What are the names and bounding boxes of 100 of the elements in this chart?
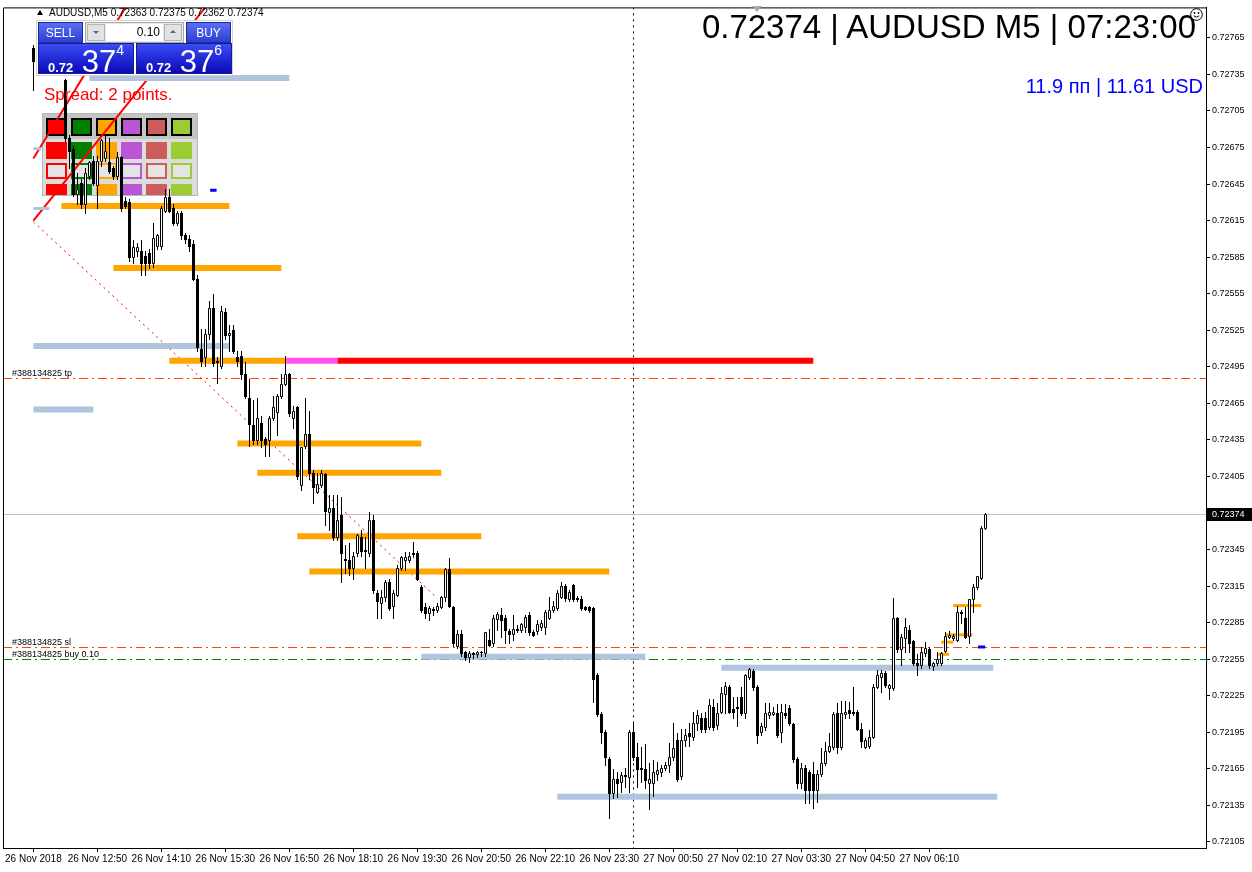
candlestick: [404, 551, 407, 572]
candlestick: [356, 533, 359, 558]
candlestick: [776, 703, 779, 739]
x-tick-label: 26 Nov 2018: [5, 852, 63, 864]
y-tick-label: 0.72495: [1212, 361, 1245, 372]
candlestick: [344, 544, 347, 575]
y-tick-label: 0.72765: [1212, 32, 1245, 43]
y-tick-label: 0.72255: [1212, 653, 1245, 664]
candlestick: [232, 324, 235, 355]
candlestick: [484, 631, 487, 658]
candlestick: [500, 607, 503, 639]
y-tick-label: 0.72285: [1212, 617, 1245, 628]
candlestick: [460, 629, 463, 658]
candlestick: [904, 617, 907, 654]
candlestick: [808, 769, 811, 805]
x-tick-label: 27 Nov 02:10: [707, 852, 768, 864]
x-tick-label: 27 Nov 04:50: [835, 852, 896, 864]
candlestick: [680, 728, 683, 781]
candlestick: [736, 696, 739, 728]
candlestick: [648, 762, 651, 811]
y-tick-label: 0.72705: [1212, 105, 1245, 116]
x-tick-label: 26 Nov 15:30: [195, 852, 256, 864]
y-tick-label: 0.72405: [1212, 470, 1245, 481]
candlestick: [744, 673, 747, 720]
candlestick: [644, 743, 647, 790]
y-tick-label: 0.72645: [1212, 178, 1245, 189]
candlestick: [316, 472, 319, 495]
x-tick-label: 26 Nov 23:30: [579, 852, 640, 864]
y-tick-label: 0.72435: [1212, 434, 1245, 445]
candlestick: [880, 669, 883, 694]
candlestick: [700, 712, 703, 734]
candlestick: [348, 542, 351, 577]
candlestick: [504, 614, 507, 645]
candlestick: [804, 764, 807, 805]
y-tick-label: 0.72675: [1212, 141, 1245, 152]
candlestick: [956, 605, 959, 643]
annotation: 0.10: [106, 24, 163, 41]
x-tick-label: 26 Nov 14:10: [131, 852, 192, 864]
candlestick: [32, 44, 35, 92]
candlestick: [840, 700, 843, 751]
candlestick: [252, 399, 255, 446]
y-tick-label: 0.72135: [1212, 799, 1245, 810]
y-tick-label: 0.72585: [1212, 251, 1245, 262]
candlestick: [104, 134, 107, 163]
x-tick-label: 26 Nov 18:10: [323, 852, 384, 864]
candlestick: [420, 584, 423, 614]
y-tick-label: 0.72315: [1212, 580, 1245, 591]
y-tick-label: 0.72165: [1212, 763, 1245, 774]
candlestick: [780, 703, 783, 744]
ref-line-label: #388134825 sl: [12, 636, 72, 647]
candlestick: [220, 305, 223, 370]
y-tick-label: 0.72465: [1212, 397, 1245, 408]
y-tick-label: 0.72195: [1212, 726, 1245, 737]
candlestick: [140, 239, 143, 277]
candlestick: [788, 704, 791, 727]
x-tick-label: 26 Nov 16:50: [259, 852, 320, 864]
candlestick: [200, 328, 203, 368]
candlestick: [656, 761, 659, 782]
candlestick: [620, 771, 623, 794]
text: 11.9 пп | 11.61 USD: [1025, 75, 1203, 97]
candlestick: [708, 698, 711, 731]
x-tick-label: 26 Nov 22:10: [515, 852, 576, 864]
sell-button: SELL: [38, 22, 83, 43]
candlestick: [800, 762, 803, 790]
y-tick-label: 0.72615: [1212, 215, 1245, 226]
candlestick: [92, 155, 95, 187]
candlestick: [640, 746, 643, 784]
candlestick: [144, 250, 147, 277]
candlestick: [652, 759, 655, 798]
candlestick: [556, 589, 559, 612]
candlestick: [360, 529, 363, 558]
candlestick: [724, 681, 727, 715]
candlestick: [716, 702, 719, 731]
y-tick-label: 0.72345: [1212, 544, 1245, 555]
candlestick: [628, 729, 631, 794]
chart-title: 0.72374 | AUDUSD M5 | 07:23:00: [701, 8, 1196, 45]
candlestick: [712, 698, 715, 732]
y-tick-label: 0.72555: [1212, 288, 1245, 299]
candlestick: [668, 742, 671, 774]
candlestick: [492, 614, 495, 648]
candlestick: [260, 415, 263, 449]
lot-size-field: 0.10: [85, 22, 184, 43]
candlestick: [920, 646, 923, 670]
candlestick: [764, 702, 767, 732]
candlestick: [832, 711, 835, 751]
y-tick-label: 0.72225: [1212, 690, 1245, 701]
buy-button: BUY: [186, 22, 231, 43]
candlestick: [544, 609, 547, 636]
x-tick-label: 26 Nov 19:30: [387, 852, 448, 864]
candlestick: [892, 597, 895, 692]
sell-price-box: 0.72 37$^{4}$: [38, 43, 134, 74]
candlestick: [152, 222, 155, 269]
candlestick: [108, 137, 111, 175]
y-tick-label: 0.72105: [1212, 836, 1245, 847]
candlestick: [616, 771, 619, 799]
x-tick-label: 27 Nov 00:50: [643, 852, 704, 864]
candlestick: [256, 397, 259, 446]
candlestick: [512, 614, 515, 642]
y-tick-label: 0.72525: [1212, 324, 1245, 335]
y-tick-label: 0.72735: [1212, 68, 1245, 79]
